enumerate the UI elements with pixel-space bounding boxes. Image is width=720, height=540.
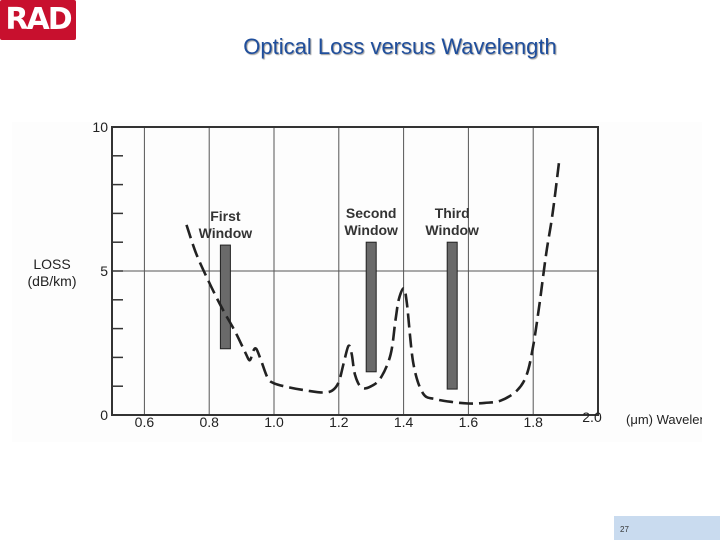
- chart-grid: [112, 127, 598, 415]
- y-axis-label: LOSS: [33, 256, 70, 272]
- rad-logo: RAD: [0, 0, 76, 40]
- x-tick-label: 1.6: [459, 414, 479, 430]
- window-bar: [365, 241, 377, 373]
- x-tick-label: 0.8: [199, 414, 219, 430]
- x-axis-label: (μm) Wavelength: [626, 412, 702, 427]
- second-window-label: Second: [346, 205, 397, 221]
- second-window-label: Window: [344, 222, 398, 238]
- y-axis-unit: (dB/km): [28, 273, 77, 289]
- window-markers: [219, 241, 458, 390]
- third-window-label: Window: [425, 222, 479, 238]
- x-tick-label: 0.6: [135, 414, 155, 430]
- y-tick-label: 10: [92, 122, 108, 135]
- x-tick-label: 1.8: [523, 414, 543, 430]
- first-window-label: First: [210, 208, 241, 224]
- chart-ticks: [112, 155, 123, 387]
- x-tick-label: 1.0: [264, 414, 284, 430]
- slide-title: Optical Loss versus Wavelength: [243, 34, 557, 59]
- page-number: 27: [620, 525, 629, 534]
- loss-curve: [185, 161, 561, 405]
- x-tick-label: 2.0: [582, 409, 602, 425]
- x-tick-label: 1.2: [329, 414, 349, 430]
- y-tick-label: 0: [100, 407, 108, 423]
- x-tick-label: 1.4: [394, 414, 414, 430]
- window-bar: [446, 241, 458, 390]
- footer-bar: [614, 516, 720, 540]
- first-window-label: Window: [199, 225, 253, 241]
- window-bar: [219, 244, 231, 350]
- third-window-label: Third: [435, 205, 470, 221]
- loss-chart: 0 5 10 0.6 0.8 1.0 1.2 1.4 1.6 1.8 2.0 L…: [12, 122, 702, 442]
- y-tick-label: 5: [100, 263, 108, 279]
